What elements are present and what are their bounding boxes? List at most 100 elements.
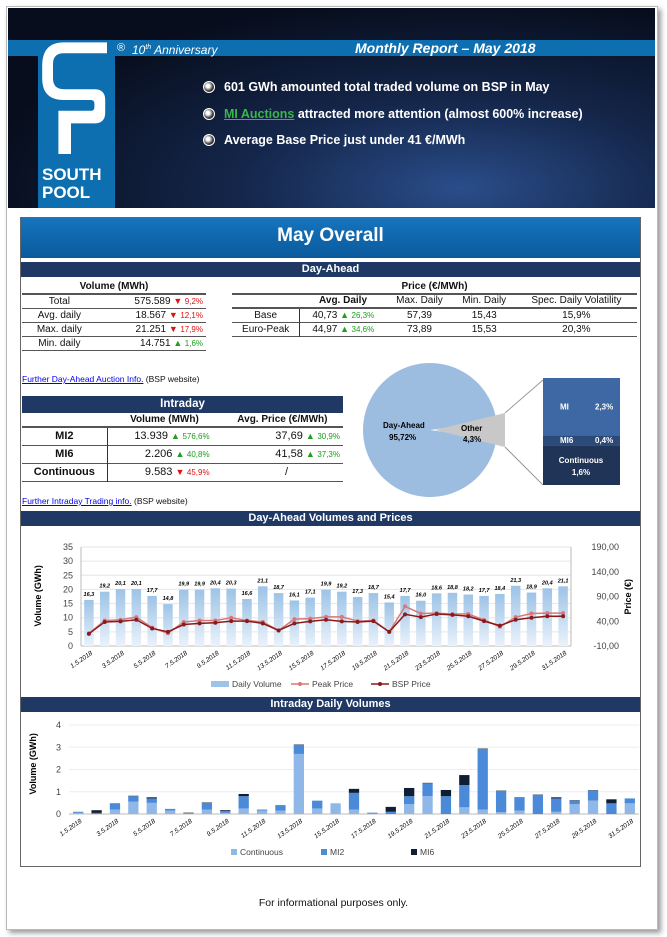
y-tick-label: 0 [68,641,73,651]
volume-bar [384,602,394,646]
bar-segment-continuous [348,809,360,814]
price-point [561,614,566,619]
logo-line-2: POOL [42,183,91,202]
price-point [529,615,534,620]
col-avg-price: Avg. Price (€/MWh) [237,413,328,425]
x-tick-label: 7.5.2018 [164,650,189,670]
volume-bar [447,592,458,646]
volume-data-label: 18,8 [447,585,459,591]
bar-segment-mi2 [532,795,544,814]
breakdown-label: MI [560,403,569,412]
breakdown-segment-mi [543,378,620,436]
legend-marker [298,682,302,686]
pie-value-day-ahead: 95,72% [389,433,416,442]
change-badge: 12,1% [169,311,203,320]
price-point [403,604,408,609]
bar-segment-continuous [569,803,580,814]
y-tick-label: 5 [68,627,73,637]
bar-segment-mi2 [312,800,323,809]
volume-data-label: 18,6 [431,585,443,591]
chart2-header: Intraday Daily Volumes [21,697,640,712]
bar-segment-mi2 [256,809,268,811]
price-point [134,617,139,622]
change-badge: 40,8% [175,450,209,459]
row-label: Euro-Peak [232,322,301,337]
bar-segment-mi6 [348,788,360,793]
row-label: Continuous [22,463,108,481]
intraday-info-link[interactable]: Further Intraday Trading info. [22,496,132,506]
volume-data-label: 17,7 [147,588,159,594]
bar-segment-mi2 [238,796,249,809]
anniv-text: Anniversary [154,43,218,57]
price-point [181,622,186,627]
volume-bar [194,589,205,646]
volume-data-label: 16,1 [289,592,300,598]
volume-bar [115,589,126,646]
bar-segment-mi6 [551,797,562,799]
volume-row: Min. daily 14.751 1,6% [22,337,206,351]
col-volatility: Spec. Daily Volatility [531,295,622,306]
volume-bar [179,589,189,646]
link-suffix: (BSP website) [143,374,200,384]
highlight-text: Average Base Price just under 41 €/MWh [224,133,466,147]
volume-data-label: 20,3 [225,581,237,587]
y-tick-label: 30 [63,556,73,566]
highlight-3: Average Base Price just under 41 €/MWh [203,133,465,147]
x-tick-label: 9.5.2018 [196,650,221,670]
volume-value: 575.589 [134,296,171,307]
pie-value-other: 4,3% [463,435,481,444]
x-tick-label: 19.5.2018 [387,818,415,841]
bar-segment-continuous [422,796,433,814]
price-point [434,612,439,617]
bar-segment-mi2 [128,796,139,802]
bar-segment-mi6 [385,806,396,812]
price-point [308,616,313,621]
legend-swatch [321,849,327,855]
highlight-2: MI Auctions attracted more attention (al… [203,107,583,121]
col-volume: Volume (MWh) [130,413,199,425]
y-tick-label: 25 [63,570,73,580]
x-tick-label: 17.5.2018 [319,650,347,673]
intraday-header: Intraday [22,396,343,413]
price-value: 37,69 [275,429,303,442]
y-tick-label: 1 [56,787,61,797]
row-label: MI6 [22,445,108,463]
volatility: 20,3% [562,323,591,335]
price-point [482,619,487,624]
intraday-row: MI6 2.206 40,8% 41,58 37,3% [22,445,343,463]
bar-segment-mi2 [440,796,452,814]
day-ahead-volume-table: Volume (MWh) Total 575.589 9,2% Avg. daily… [22,280,206,351]
bar-segment-continuous [624,803,635,814]
price-point [86,631,91,636]
x-tick-label: 29.5.2018 [570,818,599,841]
volume-value: 2.206 [144,447,173,460]
y-tick-label: 20 [63,584,73,594]
bar-segment-continuous [220,812,231,814]
bar-segment-mi6 [440,789,452,797]
bar-segment-mi6 [238,793,249,797]
content-box [20,217,641,867]
change-badge: 9,2% [173,297,203,306]
price-point [371,619,376,624]
mi-auctions-link[interactable]: MI Auctions [224,107,295,121]
y-tick-label: 4 [56,720,61,730]
bar-segment-mi6 [459,775,470,786]
price-point [545,611,550,616]
pie-label-other: Other [461,424,482,433]
breakdown-value: 2,3% [595,403,613,412]
y-axis-title: Volume (GWh) [28,733,38,794]
volume-share-pie: Day-Ahead 95,72% Other 4,3% MI 2,3% MI6 0,4% Con… [362,363,620,497]
day-ahead-info-link[interactable]: Further Day-Ahead Auction Info. [22,374,144,384]
price-point [339,619,344,624]
bar-segment-mi2 [624,798,635,804]
anniversary-label: 10th Anniversary [132,40,217,58]
price-point [466,614,471,619]
bar-segment-continuous [459,807,470,814]
x-tick-label: 15.5.2018 [288,650,316,673]
breakdown-label: Continuous [559,456,604,465]
bar-segment-mi6 [606,799,617,804]
x-tick-label: 17.5.2018 [350,818,378,841]
price-point [561,611,566,616]
y-tick-label: 35 [63,542,73,552]
price-point [229,619,234,624]
